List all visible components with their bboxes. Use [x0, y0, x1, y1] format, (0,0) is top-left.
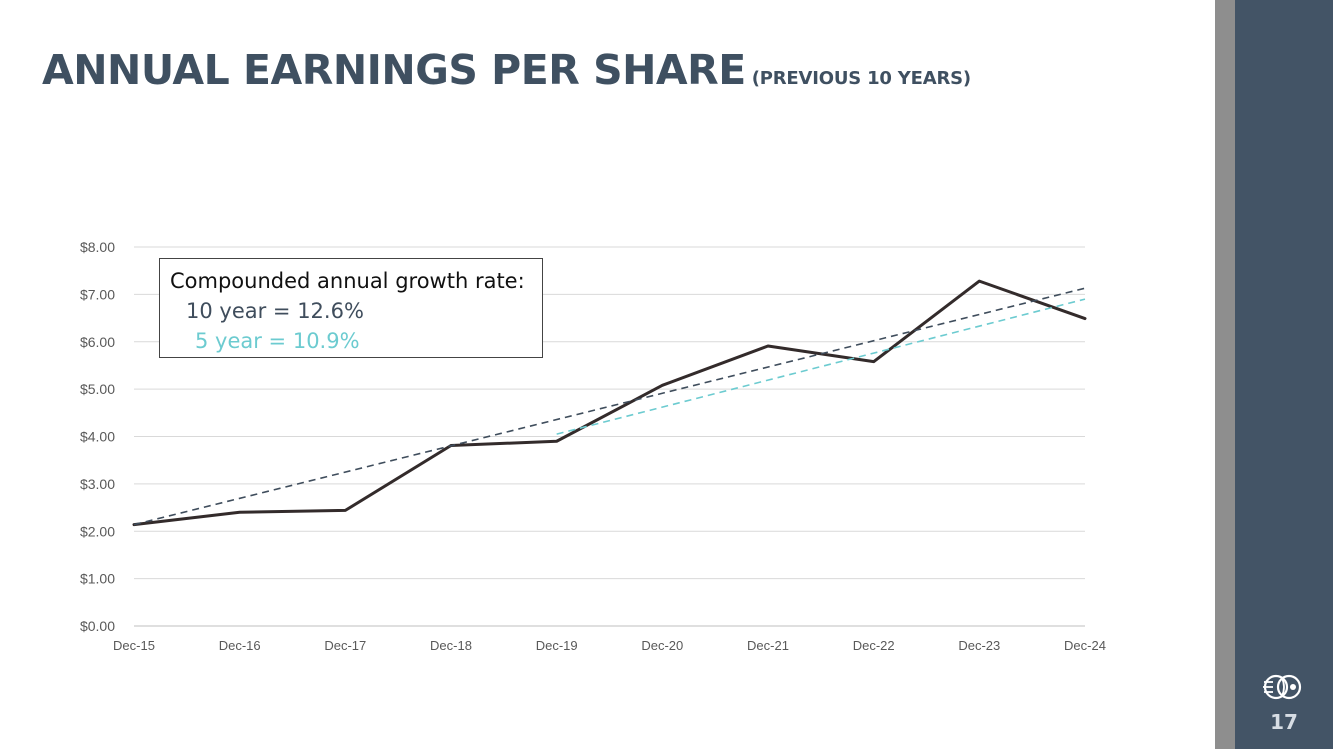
eps-line-chart: $0.00 $1.00 $2.00 $3.00 $4.00 $5.00 $6.00 $7.00… [80, 239, 1106, 653]
x-tick-label: Dec-21 [747, 638, 789, 653]
sidebar-accent-strip [1215, 0, 1235, 749]
x-tick-label: Dec-23 [958, 638, 1000, 653]
y-tick-label: $8.00 [80, 239, 115, 255]
slide-subtitle: (PREVIOUS 10 YEARS) [751, 68, 971, 89]
eps-series-line [132, 279, 1087, 527]
page-number: 17 [1270, 710, 1298, 734]
cagr-annotation-box: Compounded annual growth rate: 10 year =… [159, 258, 543, 358]
eps-data-point [978, 279, 981, 283]
y-tick-label: $5.00 [80, 381, 115, 397]
chart-series [132, 279, 1087, 527]
x-tick-label: Dec-17 [324, 638, 366, 653]
eps-data-point [661, 384, 664, 387]
y-tick-label: $6.00 [80, 334, 115, 350]
chart-gridlines [134, 246, 1085, 627]
x-tick-label: Dec-19 [536, 638, 578, 653]
eps-data-point [766, 344, 770, 348]
eps-data-point [555, 440, 558, 443]
x-tick-label: Dec-18 [430, 638, 472, 653]
y-tick-label: $2.00 [80, 523, 115, 539]
eps-data-point [344, 509, 347, 512]
x-tick-label: Dec-20 [641, 638, 683, 653]
x-tick-label: Dec-15 [113, 638, 155, 653]
y-tick-label: $3.00 [80, 476, 115, 492]
y-axis-ticks: $0.00 $1.00 $2.00 $3.00 $4.00 $5.00 $6.00 $7.00… [80, 239, 115, 634]
eps-data-point [238, 511, 241, 514]
y-tick-label: $7.00 [80, 286, 115, 302]
x-tick-label: Dec-24 [1064, 638, 1106, 653]
y-tick-label: $4.00 [80, 429, 115, 445]
x-tick-label: Dec-16 [219, 638, 261, 653]
eps-data-point [872, 360, 875, 363]
slide-title-main: ANNUAL EARNINGS PER SHARE [42, 46, 746, 94]
company-logo-icon [1263, 674, 1302, 700]
cagr-five-year: 5 year = 10.9% [195, 329, 360, 353]
x-axis-ticks: Dec-15 Dec-16 Dec-17 Dec-18 Dec-19 Dec-20 Dec-… [113, 638, 1106, 653]
trend-line-10-year [133, 287, 1086, 526]
x-tick-label: Dec-22 [853, 638, 895, 653]
slide-title: ANNUAL EARNINGS PER SHARE (PREVIOUS 10 YE… [42, 46, 971, 94]
cagr-heading: Compounded annual growth rate: [170, 269, 525, 293]
eps-data-point [1083, 317, 1087, 320]
sidebar-panel [1235, 0, 1333, 749]
y-tick-label: $0.00 [80, 618, 115, 634]
y-tick-label: $1.00 [80, 571, 115, 587]
cagr-ten-year: 10 year = 12.6% [186, 299, 364, 323]
trend-line-5-year [556, 298, 1086, 435]
